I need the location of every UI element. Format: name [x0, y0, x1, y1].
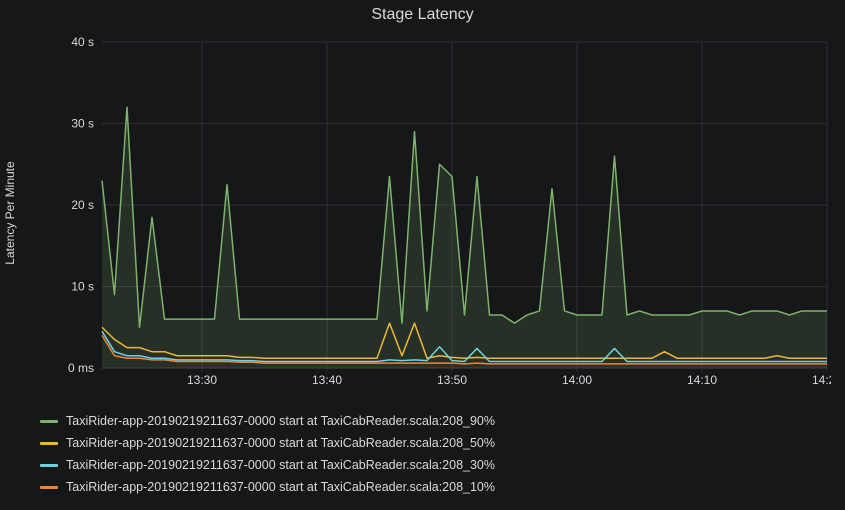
latency-panel: Stage Latency Latency Per Minute 0 ms 10 …: [0, 0, 845, 510]
svg-text:13:30: 13:30: [187, 373, 217, 387]
legend-label: TaxiRider-app-20190219211637-0000 start …: [66, 410, 495, 432]
svg-text:40 s: 40 s: [71, 36, 94, 49]
svg-text:10 s: 10 s: [71, 280, 94, 294]
svg-text:20 s: 20 s: [71, 198, 94, 212]
legend-item-p10[interactable]: TaxiRider-app-20190219211637-0000 start …: [40, 476, 831, 498]
chart-area: Latency Per Minute 0 ms10 s20 s30 s40 s1…: [14, 36, 831, 390]
legend-item-p30[interactable]: TaxiRider-app-20190219211637-0000 start …: [40, 454, 831, 476]
svg-text:13:40: 13:40: [312, 373, 342, 387]
svg-text:13:50: 13:50: [437, 373, 467, 387]
legend-label: TaxiRider-app-20190219211637-0000 start …: [66, 432, 495, 454]
legend-swatch: [40, 464, 58, 467]
legend-swatch: [40, 442, 58, 445]
legend-item-p90[interactable]: TaxiRider-app-20190219211637-0000 start …: [40, 410, 831, 432]
svg-text:14:10: 14:10: [687, 373, 717, 387]
legend-swatch: [40, 486, 58, 489]
svg-text:14:00: 14:00: [562, 373, 592, 387]
panel-title: Stage Latency: [0, 0, 845, 30]
legend-swatch: [40, 420, 58, 423]
svg-text:14:20: 14:20: [812, 373, 831, 387]
latency-chart: 0 ms 10 s 20 s 30 s 40 s 13:30 13:40 13:50 14:00…: [54, 36, 831, 390]
y-axis-label: Latency Per Minute: [3, 161, 17, 264]
svg-text:0 ms: 0 ms: [68, 361, 94, 375]
legend: TaxiRider-app-20190219211637-0000 start …: [40, 410, 831, 498]
legend-label: TaxiRider-app-20190219211637-0000 start …: [66, 454, 495, 476]
svg-text:30 s: 30 s: [71, 117, 94, 131]
legend-item-p50[interactable]: TaxiRider-app-20190219211637-0000 start …: [40, 432, 831, 454]
legend-label: TaxiRider-app-20190219211637-0000 start …: [66, 476, 495, 498]
